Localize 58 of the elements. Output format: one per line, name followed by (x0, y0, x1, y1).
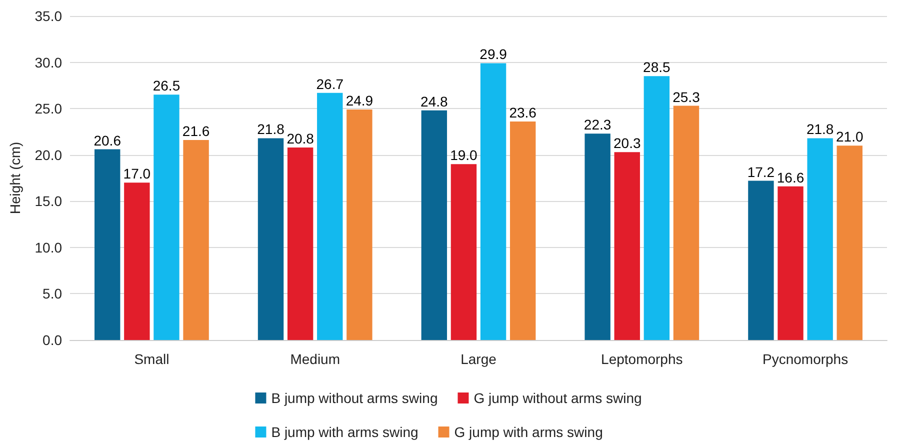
data-label: 19.0 (450, 147, 478, 164)
legend-label: G jump without arms swing (474, 390, 642, 406)
bar (614, 152, 640, 340)
legend-label: B jump with arms swing (271, 424, 418, 440)
y-tick-label: 20.0 (34, 146, 62, 163)
y-tick-label: 30.0 (34, 54, 62, 70)
data-label: 16.6 (776, 169, 804, 186)
y-tick-label: 10.0 (34, 239, 62, 256)
data-label: 21.0 (836, 128, 864, 145)
data-label: 20.6 (94, 132, 122, 148)
data-label: 17.2 (747, 164, 775, 180)
data-label: 20.3 (613, 135, 641, 152)
data-label: 23.6 (509, 104, 537, 121)
y-tick-label: 15.0 (34, 193, 62, 210)
bar (346, 109, 372, 340)
data-label: 26.5 (152, 78, 180, 94)
legend-label: B jump without arms swing (271, 390, 438, 406)
y-tick-label: 5.0 (42, 286, 62, 302)
data-label: 26.7 (316, 76, 344, 92)
data-label: 21.8 (806, 121, 834, 138)
bar (258, 138, 284, 340)
data-label: 24.9 (346, 92, 374, 108)
x-tick-label: Pycnomorphs (762, 351, 848, 367)
bar (183, 140, 209, 340)
bar (510, 122, 536, 340)
bar (836, 146, 862, 340)
x-tick-label: Leptomorphs (601, 351, 683, 367)
bar (287, 147, 314, 340)
data-label: 22.3 (584, 116, 612, 133)
bar (94, 149, 120, 340)
y-axis-title: Height (cm) (7, 142, 23, 214)
legend-label: G jump with arms swing (454, 424, 603, 440)
bar (317, 92, 343, 340)
data-label: 20.8 (286, 130, 314, 146)
x-tick-label: Large (460, 351, 497, 367)
data-label: 25.3 (672, 88, 700, 105)
bar (748, 180, 774, 340)
bar (124, 182, 150, 340)
y-tick-label: 35.0 (34, 8, 62, 24)
x-tick-label: Medium (290, 351, 340, 367)
bar (480, 63, 506, 340)
bar (584, 134, 610, 340)
bar (421, 110, 448, 340)
bar (778, 186, 804, 340)
data-label: 21.8 (257, 121, 285, 138)
x-tick-label: Small (134, 351, 170, 367)
data-label: 29.9 (480, 46, 508, 62)
data-label: 24.8 (420, 93, 448, 110)
bar (807, 138, 833, 340)
data-label: 28.5 (643, 59, 671, 76)
data-label: 21.6 (182, 123, 210, 140)
bar (644, 76, 670, 340)
y-tick-label: 0.0 (42, 332, 62, 348)
bar (673, 106, 700, 340)
data-label: 17.0 (123, 166, 151, 182)
bar (154, 94, 180, 340)
bar (450, 164, 477, 340)
y-tick-label: 25.0 (34, 100, 62, 117)
